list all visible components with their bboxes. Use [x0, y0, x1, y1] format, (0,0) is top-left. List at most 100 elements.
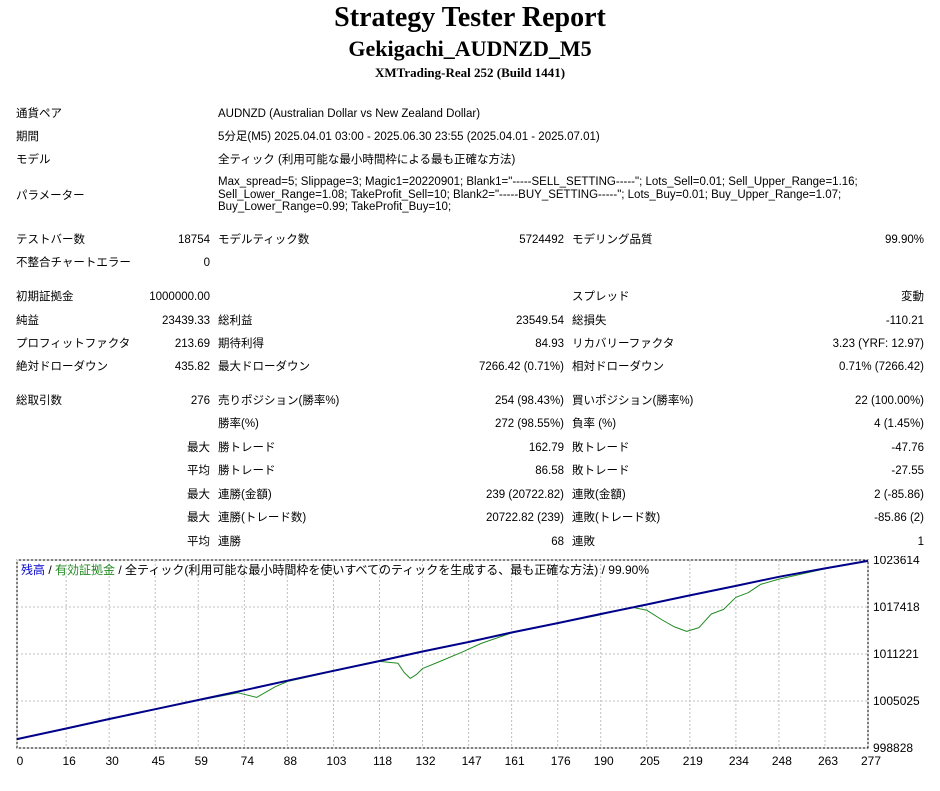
period-value: 5分足(M5) 2025.04.01 03:00 - 2025.06.30 23… — [218, 131, 600, 143]
quality-label: モデリング品質 — [572, 234, 653, 246]
quality-value: 99.90% — [884, 234, 924, 246]
x-tick-label: 277 — [861, 754, 881, 768]
y-tick-label: 1005025 — [873, 694, 920, 708]
bars-label: テストバー数 — [16, 234, 85, 246]
x-tick-label: 103 — [326, 754, 346, 768]
ticks-value: 5724492 — [519, 234, 564, 246]
max-consec-count-label: 最大 — [187, 512, 210, 524]
largest-loss-value: -47.76 — [891, 442, 924, 454]
largest-label: 最大 — [187, 442, 210, 454]
x-tick-label: 234 — [729, 754, 749, 768]
rel-drawdown-value: 0.71% (7266.42) — [838, 361, 924, 373]
consec-win-money-label: 連勝(金額) — [218, 489, 272, 501]
net-profit-value: 23439.33 — [162, 315, 210, 327]
max-drawdown-label: 最大ドローダウン — [218, 361, 310, 373]
x-tick-label: 45 — [152, 754, 166, 768]
period-label: 期間 — [16, 131, 39, 143]
chart-legend: 残高 / 有効証拠金 / 全ティック(利用可能な最小時間枠を使いすべてのティック… — [21, 562, 649, 577]
params-line: Buy_Lower_Range=0.99; TakeProfit_Buy=10; — [218, 201, 452, 213]
strategy-name: Gekigachi_AUDNZD_M5 — [348, 36, 592, 61]
model-value: 全ティック (利用可能な最小時間枠による最も正確な方法) — [218, 154, 516, 166]
params-label: パラメーター — [16, 190, 85, 202]
x-tick-label: 118 — [373, 754, 392, 768]
net-profit-label: 純益 — [16, 315, 39, 327]
spread-label: スプレッド — [572, 291, 630, 303]
profit-factor-value: 213.69 — [174, 338, 210, 350]
consec-win-money-value: 239 (20722.82) — [485, 489, 564, 501]
avg-consec-win-label: 連勝 — [218, 536, 241, 548]
params-line: Sell_Lower_Range=1.08; TakeProfit_Sell=1… — [218, 188, 842, 201]
recovery-factor-value: 3.23 (YRF: 12.97) — [832, 338, 924, 350]
gross-profit-label: 総利益 — [218, 315, 253, 327]
params-value: Max_spread=5; Slippage=3; Magic1=2022090… — [218, 176, 918, 214]
average-win-label: 勝トレード — [218, 465, 276, 477]
largest-win-value: 162.79 — [528, 442, 564, 454]
consec-loss-trades-value: -85.86 (2) — [874, 512, 924, 524]
legend-separator: / — [45, 563, 55, 577]
page-title: Strategy Tester Report — [334, 2, 606, 33]
short-positions-label: 売りポジション(勝率%) — [218, 395, 340, 407]
errors-value: 0 — [203, 257, 210, 269]
profit-factor-label: プロフィットファクタ — [16, 338, 131, 350]
y-tick-label: 1023614 — [873, 556, 920, 567]
abs-drawdown-value: 435.82 — [174, 361, 210, 373]
equity-line — [16, 560, 869, 740]
expected-payoff-label: 期待利得 — [218, 338, 264, 350]
long-positions-label: 買いポジション(勝率%) — [572, 395, 694, 407]
legend-equity: 有効証拠金 — [55, 562, 115, 577]
avg-consec-win-value: 68 — [551, 536, 564, 548]
x-tick-label: 190 — [594, 754, 614, 768]
deposit-label: 初期証拠金 — [16, 291, 74, 303]
symbol-value: AUDNZD (Australian Dollar vs New Zealand… — [218, 108, 481, 120]
legend-balance: 残高 — [21, 562, 45, 577]
spread-value: 変動 — [901, 291, 924, 303]
params-line: Max_spread=5; Slippage=3; Magic1=2022090… — [218, 176, 858, 188]
win-rate-label: 勝率(%) — [218, 418, 259, 430]
balance-chart: 0 16 30 45 59 74 88 103 118 132 147 161 176 190 205 219… — [0, 553, 940, 786]
expected-payoff-value: 84.93 — [535, 338, 564, 350]
short-positions-value: 254 (98.43%) — [494, 395, 564, 407]
x-tick-label: 263 — [818, 754, 838, 768]
x-tick-label: 176 — [551, 754, 571, 768]
gross-profit-value: 23549.54 — [516, 315, 564, 327]
x-tick-label: 248 — [772, 754, 792, 768]
abs-drawdown-label: 絶対ドローダウン — [16, 361, 108, 373]
x-tick-label: 147 — [462, 754, 482, 768]
bars-value: 18754 — [178, 234, 210, 246]
rel-drawdown-label: 相対ドローダウン — [572, 361, 664, 373]
y-tick-label: 1011221 — [873, 647, 919, 661]
consec-loss-money-label: 連敗(金額) — [572, 489, 626, 501]
total-trades-value: 276 — [190, 395, 210, 407]
x-tick-label: 16 — [62, 754, 76, 768]
total-trades-label: 総取引数 — [16, 395, 62, 407]
balance-line — [16, 559, 869, 741]
deposit-value: 1000000.00 — [149, 291, 210, 303]
win-rate-value: 272 (98.55%) — [494, 418, 564, 430]
largest-loss-label: 敗トレード — [572, 442, 630, 454]
x-tick-label: 132 — [416, 754, 436, 768]
x-tick-label: 30 — [105, 754, 119, 768]
consec-win-trades-value: 20722.82 (239) — [485, 512, 564, 524]
average-win-value: 86.58 — [535, 465, 564, 477]
balance-chart-svg: 0 16 30 45 59 74 88 103 118 132 147 161 176 190 205 219… — [16, 553, 920, 768]
symbol-label: 通貨ペア — [16, 108, 62, 120]
largest-win-label: 勝トレード — [218, 442, 276, 454]
x-tick-label: 74 — [241, 754, 255, 768]
consec-win-trades-label: 連勝(トレード数) — [218, 512, 307, 524]
long-positions-value: 22 (100.00%) — [854, 395, 924, 407]
loss-rate-label: 負率 (%) — [572, 418, 617, 430]
errors-label: 不整合チャートエラー — [16, 257, 131, 269]
ticks-label: モデルティック数 — [218, 234, 310, 246]
x-tick-label: 219 — [683, 754, 703, 768]
x-tick-label: 0 — [17, 754, 24, 768]
loss-rate-value: 4 (1.45%) — [874, 418, 924, 430]
x-tick-label: 59 — [195, 754, 209, 768]
x-tick-label: 88 — [284, 754, 298, 768]
gross-loss-label: 総損失 — [572, 315, 607, 327]
legend-description: / 全ティック(利用可能な最小時間枠を使いすべてのティックを生成する、最も正確な… — [115, 562, 649, 577]
avg-consec-loss-value: 1 — [917, 536, 924, 548]
model-label: モデル — [16, 154, 51, 166]
server-info: XMTrading-Real 252 (Build 1441) — [374, 65, 566, 80]
average-loss-label: 敗トレード — [572, 465, 630, 477]
consec-loss-money-value: 2 (-85.86) — [874, 489, 924, 501]
